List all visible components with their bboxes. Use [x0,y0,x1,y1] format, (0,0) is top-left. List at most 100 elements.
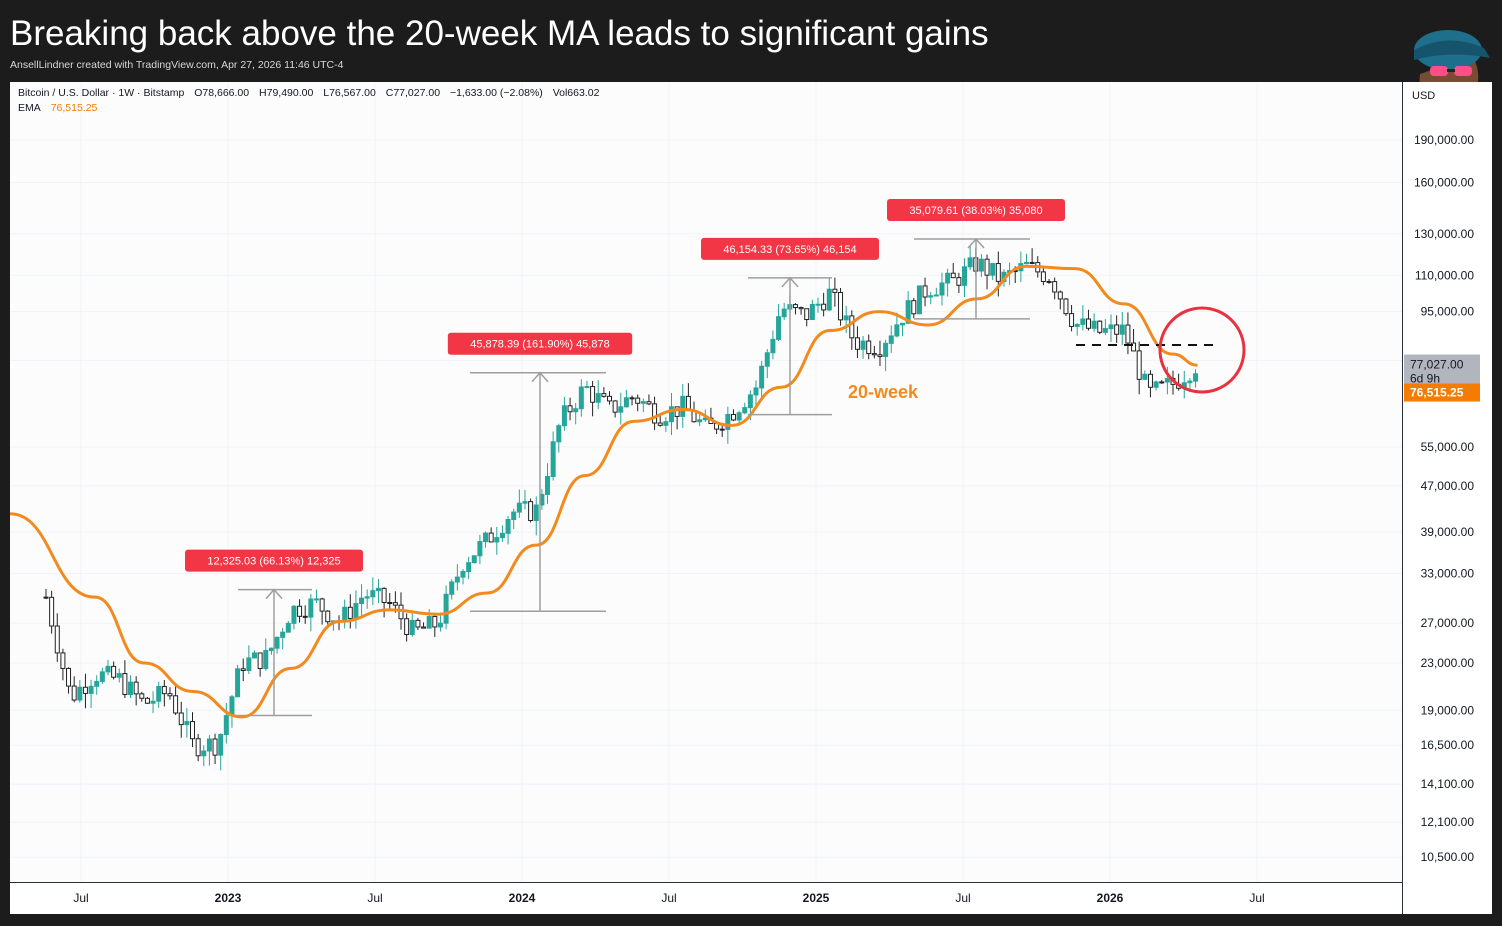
measure-badge-label: 46,154.33 (73.65%) 46,154 [723,244,856,256]
candle-body [883,342,889,358]
candle-body [449,581,455,595]
candle-body [590,386,596,403]
candle-body [426,616,432,629]
measure-arrow-head [967,237,985,249]
x-tick-label: Jul [73,891,88,905]
candle-body [313,598,319,601]
candle-body [1131,342,1137,352]
candle-body [1052,281,1058,293]
candle-body [832,288,838,293]
candle-body [443,593,449,624]
candle-body [167,693,173,697]
x-tick-label: 2023 [215,891,242,905]
candle-body [184,721,190,726]
candle-body [894,324,900,337]
candle-body [195,738,201,757]
candle-body [815,303,821,306]
countdown-label: 6d 9h [1410,372,1440,386]
candle-body [860,340,866,350]
candle-body [759,365,765,389]
volume-value: Vol663.02 [552,87,600,99]
candle-body [911,300,917,315]
candle-body [1142,373,1148,380]
candle-body [173,695,179,714]
candle-body [161,685,167,695]
candle-body [454,576,460,583]
candle-body [1193,373,1199,382]
x-tick-label: 2025 [803,891,830,905]
candle-body [246,657,252,672]
candle-body [871,353,877,356]
ema-annotation-label: 20-week [848,382,919,402]
candle-body [1040,271,1046,282]
symbol-name: Bitcoin / U.S. Dollar · 1W · Bitstamp [18,87,185,99]
candle-body [1046,280,1052,283]
candle-body [939,282,945,296]
candle-body [133,681,139,695]
candle-body [905,300,911,324]
candle-body [629,397,635,400]
candle-body [522,501,528,504]
chart-panel[interactable]: 190,000.00 160,000.00 130,000.00 110,000.00… [10,82,1492,914]
y-tick-label: 23,000.00 [1421,656,1475,670]
y-tick-label: 95,000.00 [1421,305,1475,319]
measure-annotation: 46,154.33 (73.65%) 46,154 [701,237,879,416]
candle-body [291,605,297,624]
candle-body [99,671,105,682]
candle-body [218,734,224,756]
candle-body [950,272,956,279]
candle-body [285,622,291,633]
candle-body [618,406,624,413]
candle-body [781,308,787,318]
highlight-circle [1158,306,1246,394]
candle-body [770,338,776,354]
candle-body [854,337,860,350]
plot-area [10,82,1402,882]
candle-body [657,422,663,426]
measure-arrow-head [781,276,799,288]
candle-body [809,303,815,321]
candle-body [150,700,156,704]
open-value: O78,666.00 [194,87,250,99]
candle-body [206,738,212,752]
candle-body [1069,313,1075,327]
candle-body [499,532,505,539]
candles-group [43,244,1199,771]
candle-body [190,721,196,740]
candle-body [1029,261,1035,264]
candle-body [1153,381,1159,388]
y-tick-label: 16,500.00 [1421,738,1475,752]
candle-body [623,397,629,408]
last-price-label: 77,027.00 [1410,358,1464,372]
candle-body [804,308,810,321]
candle-body [668,406,674,423]
measure-annotation: 35,079.61 (38.03%) 35,080 [887,199,1065,320]
candle-body [483,532,489,543]
candle-body [612,400,618,413]
chart-subtitle: AnsellLindner created with TradingView.c… [10,59,344,71]
candle-body [990,263,996,276]
candle-body [319,598,325,612]
candle-body [533,504,539,522]
candle-body [1023,261,1029,265]
candle-body [375,587,381,592]
candle-body [471,555,477,564]
candle-body [116,673,122,678]
candle-body [94,680,100,687]
y-tick-label: 27,000.00 [1421,616,1475,630]
candle-body [257,652,263,670]
candle-body [43,596,49,599]
candle-body [387,601,393,604]
candle-body [561,405,567,427]
price-chart[interactable]: 190,000.00 160,000.00 130,000.00 110,000.00… [10,82,1492,914]
candle-body [1114,324,1120,335]
candle-body [1063,298,1069,315]
candle-body [404,618,410,635]
candle-body [978,258,984,272]
y-tick-label: 14,100.00 [1421,777,1475,791]
y-tick-label: 33,000.00 [1421,567,1475,581]
candle-body [347,606,353,619]
candle-body [719,428,725,431]
candle-body [1091,320,1097,329]
y-tick-label: 10,500.00 [1421,850,1475,864]
